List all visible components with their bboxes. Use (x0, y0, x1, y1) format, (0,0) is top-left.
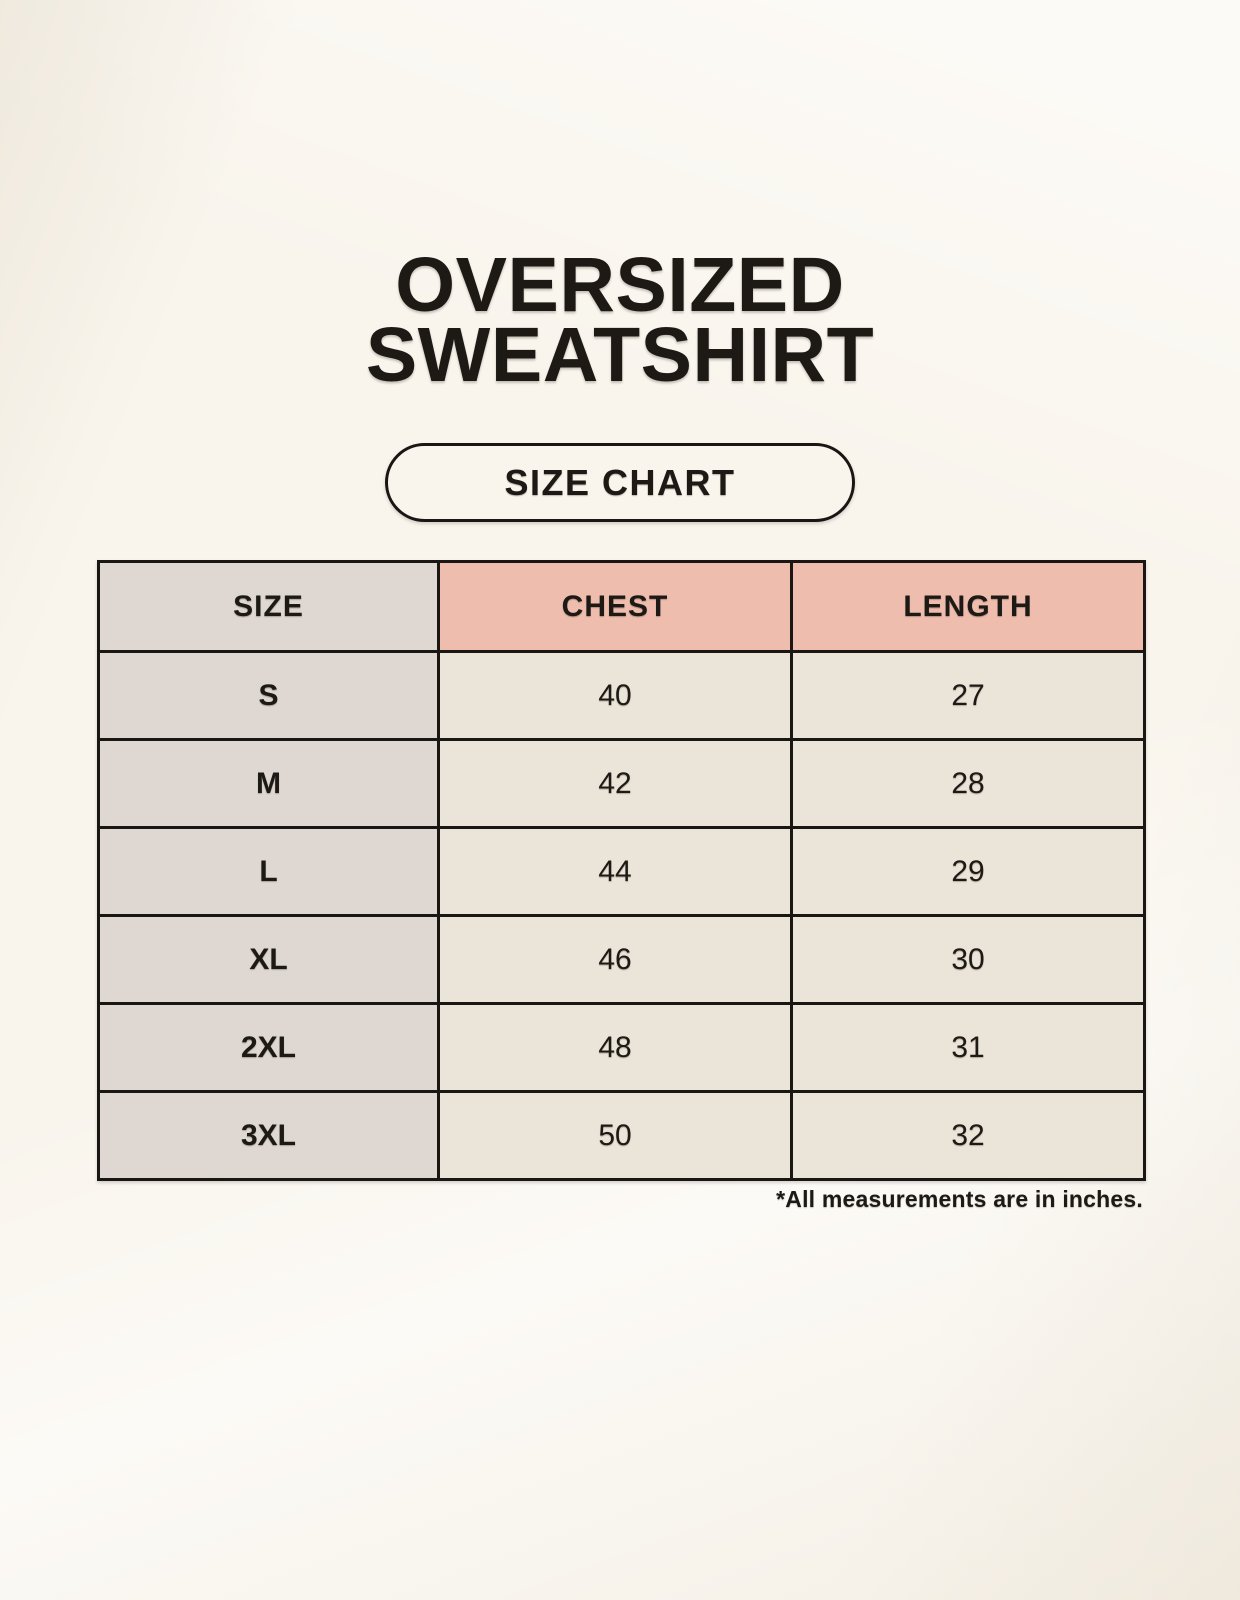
size-label-s: S (97, 650, 440, 741)
size-label-xl: XL (97, 914, 440, 1005)
chest-value-s: 40 (437, 650, 793, 741)
column-header-length: LENGTH (790, 560, 1146, 653)
table-row: L 44 29 (97, 826, 1146, 917)
length-value-s: 27 (790, 650, 1146, 741)
table-header-row: SIZE CHEST LENGTH (97, 560, 1146, 653)
length-value-l: 29 (790, 826, 1146, 917)
size-chart-badge: SIZE CHART (385, 443, 855, 522)
table-row: 3XL 50 32 (97, 1090, 1146, 1181)
length-value-3xl: 32 (790, 1090, 1146, 1181)
size-label-2xl: 2XL (97, 1002, 440, 1093)
size-chart-badge-label: SIZE CHART (504, 461, 736, 503)
chest-value-m: 42 (437, 738, 793, 829)
page-title-line-1: OVERSIZED (395, 242, 845, 328)
page-title-line-2: SWEATSHIRT (365, 312, 875, 398)
measurements-footnote: *All measurements are in inches. (776, 1186, 1143, 1212)
table-row: 2XL 48 31 (97, 1002, 1146, 1093)
length-value-2xl: 31 (790, 1002, 1146, 1093)
size-label-m: M (97, 738, 440, 829)
chest-value-xl: 46 (437, 914, 793, 1005)
table-row: S 40 27 (97, 650, 1146, 741)
table-row: XL 46 30 (97, 914, 1146, 1005)
size-label-3xl: 3XL (97, 1090, 440, 1181)
chest-value-l: 44 (437, 826, 793, 917)
length-value-m: 28 (790, 738, 1146, 829)
chest-value-3xl: 50 (437, 1090, 793, 1181)
page-title: OVERSIZED SWEATSHIRT (0, 242, 1240, 398)
chest-value-2xl: 48 (437, 1002, 793, 1093)
column-header-size: SIZE (97, 560, 440, 653)
column-header-chest: CHEST (437, 560, 793, 653)
size-label-l: L (97, 826, 440, 917)
length-value-xl: 30 (790, 914, 1146, 1005)
table-row: M 42 28 (97, 738, 1146, 829)
size-chart-table: SIZE CHEST LENGTH S 40 27 M 42 28 L 44 2… (97, 560, 1146, 1181)
